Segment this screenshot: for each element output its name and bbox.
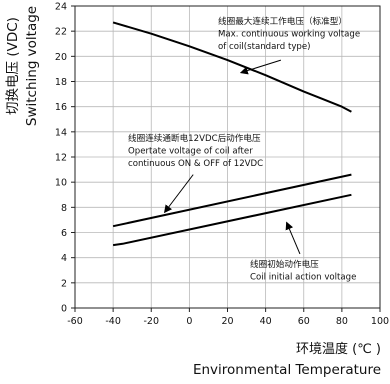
annotation-1-line-3: of coil(standard type): [218, 42, 311, 52]
axes: [71, 5, 381, 312]
x-axis-label-cn: 环境温度 (℃ ): [296, 341, 381, 357]
x-axis-label-en: Environmental Temperature: [193, 362, 381, 378]
y-tick-label: 0: [61, 304, 67, 315]
annotation-1-line-2: Max. continuous working voltage: [218, 30, 360, 40]
series-line-3: [112, 193, 352, 247]
y-tick-label: 10: [55, 178, 67, 189]
y-tick-label: 20: [55, 52, 67, 63]
y-tick-label: 24: [55, 2, 67, 13]
x-tick-label: -40: [105, 316, 121, 327]
x-tick-label: 100: [371, 316, 389, 327]
annotation-1-line-1: 线圈最大连续工作电压（标准型）: [218, 15, 347, 27]
x-tick-label: 80: [336, 316, 348, 327]
axis-labels: 切换电压 (VDC) Switching voltage 环境温度 (℃ ) E…: [5, 6, 381, 378]
x-tick-label: 40: [260, 316, 272, 327]
y-tick-label: 8: [61, 203, 67, 214]
y-axis-label-cn: 切换电压 (VDC): [5, 17, 21, 115]
series-line-1: [112, 21, 352, 113]
tick-labels: -60 -40 -20 0 20 40 60 80 1000246810121416182022…: [55, 2, 389, 328]
annotation-arrow-1: [239, 59, 282, 75]
x-tick-label: -20: [143, 316, 159, 327]
y-tick-label: 2: [61, 278, 67, 289]
x-tick-label: -60: [67, 316, 83, 327]
y-tick-label: 16: [55, 102, 67, 113]
series-lines: [112, 21, 352, 247]
annotation-3-line-2: Coil initial action voltage: [250, 273, 356, 283]
annotations: 线圈最大连续工作电压（标准型） Max. continuous working v…: [128, 15, 360, 283]
x-tick-label: 20: [221, 316, 233, 327]
series-line-2: [112, 173, 352, 228]
annotation-2-line-3: continuous ON & OFF of 12VDC: [128, 159, 263, 169]
y-tick-label: 6: [61, 228, 67, 239]
y-axis-label-en: Switching voltage: [24, 6, 40, 126]
annotation-2-line-2: Opertate voltage of coil after: [128, 147, 253, 157]
y-tick-label: 12: [55, 153, 67, 164]
y-tick-label: 14: [55, 127, 67, 138]
x-tick-label: 0: [186, 316, 192, 327]
annotation-2-line-1: 线圈连续通断电12VDC后动作电压: [128, 132, 261, 144]
y-tick-label: 22: [55, 27, 67, 38]
x-tick-label: 60: [298, 316, 310, 327]
annotation-arrow-3: [285, 221, 301, 255]
annotation-arrow-2: [163, 174, 194, 214]
y-tick-label: 4: [61, 253, 67, 264]
annotation-3-line-1: 线圈初始动作电压: [250, 258, 319, 270]
y-tick-label: 18: [55, 77, 67, 88]
